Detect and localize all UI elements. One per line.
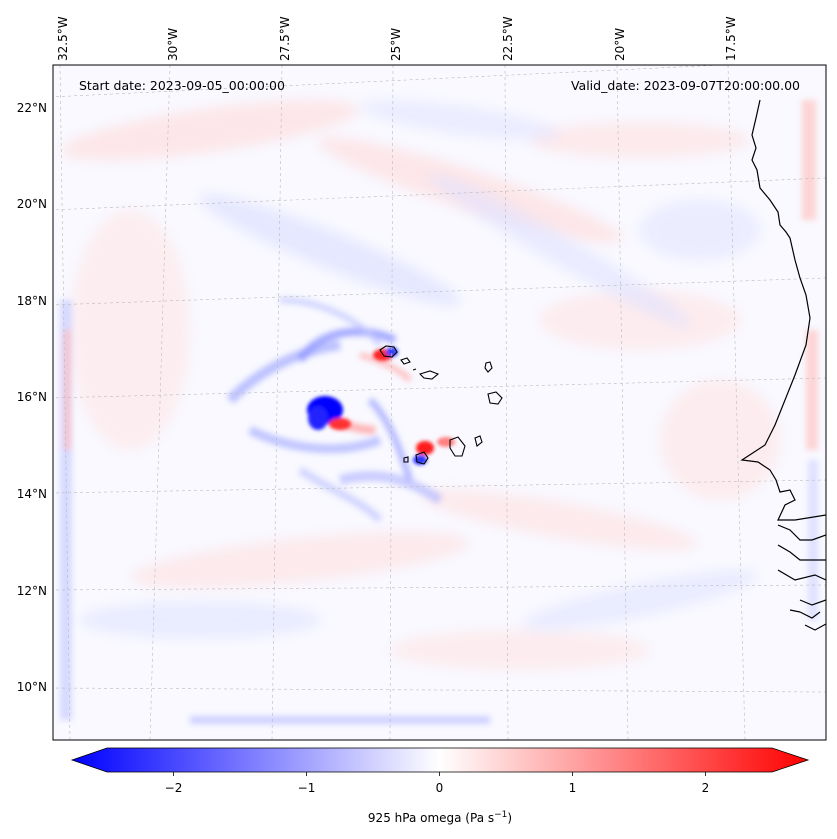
island-santiago (449, 436, 466, 457)
colorbar-ticks: −2 −1 0 1 2 (165, 772, 710, 795)
lon-tick: 27.5°W (278, 16, 292, 61)
lon-tick: 25°W (389, 28, 403, 61)
island-maio (474, 435, 483, 447)
lat-tick: 18°N (17, 294, 47, 308)
colorbar-label-exp: −1 (494, 810, 507, 820)
colorbar-body (70, 747, 810, 773)
island-boa-vista (487, 391, 503, 405)
island-santa-luzia (412, 368, 417, 371)
island-sal (484, 361, 493, 373)
map-panel: Start date: 2023-09-05_00:00:00 Valid_da… (52, 64, 827, 741)
lat-tick: 12°N (17, 584, 47, 598)
lon-tick: 17.5°W (724, 16, 738, 61)
colorbar-tick-label: −1 (298, 781, 316, 795)
lon-tick: 32.5°W (56, 16, 70, 61)
colorbar-label: 925 hPa omega (Pa s−1) (368, 810, 512, 825)
colorbar-tick-label: 1 (569, 781, 577, 795)
cape-verde-islands (379, 345, 503, 465)
colorbar-label-tail: ) (507, 811, 512, 825)
island-brava (403, 456, 409, 463)
lat-tick: 22°N (17, 101, 47, 115)
colorbar-label-main: 925 hPa omega (Pa s (368, 811, 494, 825)
lat-tick: 20°N (17, 197, 47, 211)
lat-tick: 10°N (17, 680, 47, 694)
lon-tick: 20°W (613, 28, 627, 61)
lat-tick: 14°N (17, 487, 47, 501)
latitude-ticks: 22°N 20°N 18°N 16°N 14°N 12°N 10°N (17, 101, 47, 694)
coastline (740, 99, 826, 631)
colorbar-tick-label: 0 (436, 781, 444, 795)
colorbar-tick-label: 2 (702, 781, 710, 795)
longitude-ticks: 32.5°W 30°W 27.5°W 25°W 22.5°W 20°W 17.5… (56, 16, 738, 61)
island-fogo (415, 451, 429, 465)
omega-field (60, 99, 818, 724)
start-date-label: Start date: 2023-09-05_00:00:00 (79, 78, 285, 93)
island-sao-vicente (400, 357, 411, 365)
valid-date-label: Valid_date: 2023-09-07T20:00:00.00 (571, 78, 800, 93)
island-santo-antao (379, 345, 398, 358)
lon-tick: 30°W (166, 28, 180, 61)
map-frame (52, 64, 827, 741)
lon-tick: 22.5°W (501, 16, 515, 61)
colorbar-tick-label: −2 (165, 781, 183, 795)
graticule (53, 65, 826, 740)
colorbar: −2 −1 0 1 2 925 hPa omega (Pa s−1) (70, 747, 810, 825)
island-sao-nicolau (418, 370, 440, 380)
lat-tick: 16°N (17, 390, 47, 404)
